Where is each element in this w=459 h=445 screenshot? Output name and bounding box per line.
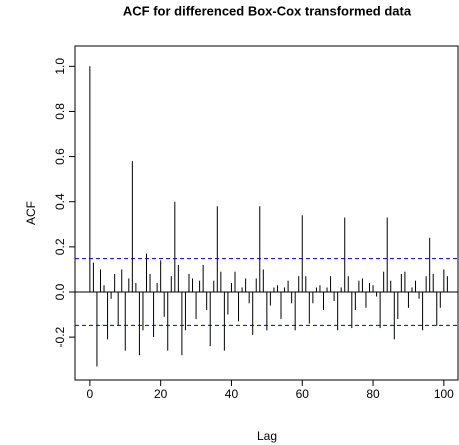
x-tick-label: 80 [366,387,380,401]
y-tick-label: 0.4 [53,193,67,210]
y-tick-label: 0.6 [53,148,67,165]
y-tick-label: 0.2 [53,238,67,255]
x-tick-label: 60 [296,387,310,401]
x-tick-label: 0 [87,387,94,401]
x-tick-label: 100 [434,387,454,401]
chart-title: ACF for differenced Box-Cox transformed … [123,3,412,18]
y-tick-label: 1.0 [53,58,67,75]
y-axis-label: ACF [24,201,38,225]
y-tick-label: 0.0 [53,283,67,300]
x-axis-label: Lag [257,429,277,443]
y-tick-label: 0.8 [53,103,67,120]
plot-box [74,45,459,381]
x-tick-label: 20 [154,387,168,401]
x-tick-label: 40 [225,387,239,401]
y-tick-label: -0.2 [53,326,67,347]
